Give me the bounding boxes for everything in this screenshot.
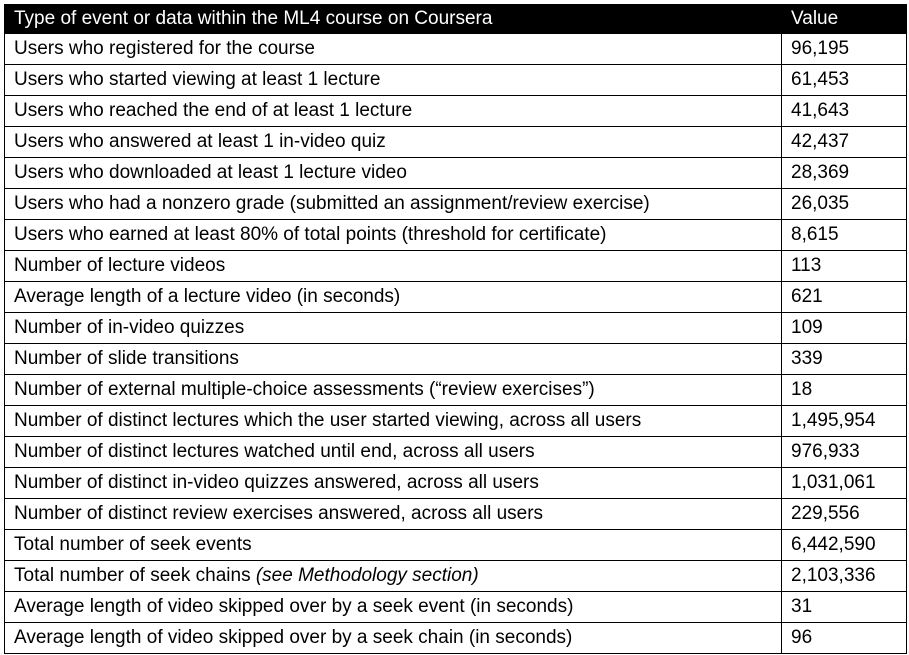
table-row: Users who registered for the course 96,19… bbox=[4, 33, 907, 65]
row-value: 18 bbox=[781, 374, 907, 406]
row-label: Average length of video skipped over by … bbox=[4, 622, 782, 654]
course-statistics-table: Type of event or data within the ML4 cou… bbox=[4, 4, 907, 654]
row-label-with-note: Total number of seek chains (see Methodo… bbox=[4, 560, 782, 592]
row-label: Number of external multiple-choice asses… bbox=[4, 374, 782, 406]
table-row: Users who downloaded at least 1 lecture … bbox=[4, 157, 907, 189]
header-metric: Type of event or data within the ML4 cou… bbox=[4, 4, 782, 34]
row-label: Users who answered at least 1 in-video q… bbox=[4, 126, 782, 158]
row-value: 42,437 bbox=[781, 126, 907, 158]
table-row: Number of distinct review exercises answ… bbox=[4, 498, 907, 530]
row-value: 976,933 bbox=[781, 436, 907, 468]
row-value: 41,643 bbox=[781, 95, 907, 127]
row-value: 339 bbox=[781, 343, 907, 375]
table-row: Number of distinct lectures watched unti… bbox=[4, 436, 907, 468]
row-label: Users who had a nonzero grade (submitted… bbox=[4, 188, 782, 220]
row-value: 31 bbox=[781, 591, 907, 623]
table-row: Number of in-video quizzes 109 bbox=[4, 312, 907, 344]
row-value: 2,103,336 bbox=[781, 560, 907, 592]
row-value: 6,442,590 bbox=[781, 529, 907, 561]
row-value: 28,369 bbox=[781, 157, 907, 189]
row-label: Number of distinct lectures watched unti… bbox=[4, 436, 782, 468]
table-row: Number of slide transitions 339 bbox=[4, 343, 907, 375]
row-label: Number of distinct lectures which the us… bbox=[4, 405, 782, 437]
row-label: Number of slide transitions bbox=[4, 343, 782, 375]
table-row: Total number of seek events 6,442,590 bbox=[4, 529, 907, 561]
table-row: Users who answered at least 1 in-video q… bbox=[4, 126, 907, 158]
row-value: 113 bbox=[781, 250, 907, 282]
table-body: Users who registered for the course 96,19… bbox=[4, 33, 907, 654]
row-label: Users who reached the end of at least 1 … bbox=[4, 95, 782, 127]
row-note: (see Methodology section) bbox=[255, 565, 479, 586]
row-value: 109 bbox=[781, 312, 907, 344]
table-row: Users who had a nonzero grade (submitted… bbox=[4, 188, 907, 220]
table-header: Type of event or data within the ML4 cou… bbox=[4, 4, 907, 34]
row-label: Users who started viewing at least 1 lec… bbox=[4, 64, 782, 96]
table-row: Number of lecture videos 113 bbox=[4, 250, 907, 282]
row-value: 96,195 bbox=[781, 33, 907, 65]
table-row: Users who reached the end of at least 1 … bbox=[4, 95, 907, 127]
row-value: 229,556 bbox=[781, 498, 907, 530]
table-row: Users who earned at least 80% of total p… bbox=[4, 219, 907, 251]
table-row: Number of distinct in-video quizzes answ… bbox=[4, 467, 907, 499]
row-label: Number of distinct review exercises answ… bbox=[4, 498, 782, 530]
row-value: 61,453 bbox=[781, 64, 907, 96]
row-label: Number of lecture videos bbox=[4, 250, 782, 282]
row-label: Total number of seek chains bbox=[14, 565, 256, 586]
table-row: Total number of seek chains (see Methodo… bbox=[4, 560, 907, 592]
row-label: Users who earned at least 80% of total p… bbox=[4, 219, 782, 251]
row-value: 621 bbox=[781, 281, 907, 313]
table-row: Users who started viewing at least 1 lec… bbox=[4, 64, 907, 96]
table-row: Average length of a lecture video (in se… bbox=[4, 281, 907, 313]
row-label: Number of in-video quizzes bbox=[4, 312, 782, 344]
table-row: Number of distinct lectures which the us… bbox=[4, 405, 907, 437]
table-row: Number of external multiple-choice asses… bbox=[4, 374, 907, 406]
header-row: Type of event or data within the ML4 cou… bbox=[4, 4, 907, 34]
table-row: Average length of video skipped over by … bbox=[4, 591, 907, 623]
row-label: Number of distinct in-video quizzes answ… bbox=[4, 467, 782, 499]
row-value: 96 bbox=[781, 622, 907, 654]
table-row: Average length of video skipped over by … bbox=[4, 622, 907, 654]
row-value: 26,035 bbox=[781, 188, 907, 220]
row-label: Average length of a lecture video (in se… bbox=[4, 281, 782, 313]
row-value: 8,615 bbox=[781, 219, 907, 251]
row-label: Total number of seek events bbox=[4, 529, 782, 561]
row-label: Users who downloaded at least 1 lecture … bbox=[4, 157, 782, 189]
header-value: Value bbox=[781, 4, 907, 34]
row-label: Average length of video skipped over by … bbox=[4, 591, 782, 623]
row-value: 1,031,061 bbox=[781, 467, 907, 499]
row-value: 1,495,954 bbox=[781, 405, 907, 437]
row-label: Users who registered for the course bbox=[4, 33, 782, 65]
